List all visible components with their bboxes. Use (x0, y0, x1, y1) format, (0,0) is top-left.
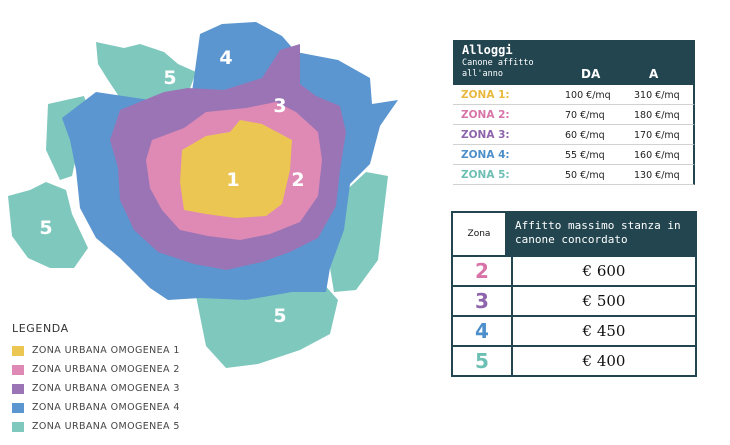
max-room-rent: € 450 (582, 322, 626, 340)
zone-number: 4 (453, 317, 513, 345)
rent-to: 180 €/mq (634, 110, 680, 121)
rent-from: 60 €/mq (565, 130, 605, 141)
zone-5-area-south (196, 282, 338, 368)
zone-label: ZONA 5: (461, 169, 510, 181)
max-room-rent: € 500 (582, 292, 626, 310)
table-row: ZONA 1: 100 €/mq 310 €/mq (453, 85, 695, 105)
housing-table-header: Alloggi Canone affitto all'anno DA A (453, 40, 695, 85)
room-table-header: Zona Affitto massimo stanza in canone co… (451, 211, 697, 257)
room-table-title: Affitto massimo stanza in canone concord… (507, 211, 697, 257)
zone-1-label: 1 (226, 169, 239, 191)
table-row: ZONA 2: 70 €/mq 180 €/mq (453, 105, 695, 125)
legend-label: ZONA URBANA OMOGENEA 4 (32, 402, 180, 413)
zone-2-label: 2 (291, 169, 304, 191)
table-row: ZONA 5: 50 €/mq 130 €/mq (453, 165, 695, 185)
zone-3-label: 3 (273, 95, 286, 117)
legend-swatch (12, 421, 24, 432)
max-room-rent: € 400 (582, 352, 626, 370)
zone-number: 5 (453, 347, 513, 375)
rent-from: 70 €/mq (565, 110, 605, 121)
rent-to: 130 €/mq (634, 170, 680, 181)
table-row: ZONA 4: 55 €/mq 160 €/mq (453, 145, 695, 165)
zone-label: ZONA 2: (461, 109, 510, 121)
zone-5-label-west: 5 (39, 217, 52, 239)
legend-title: LEGENDA (12, 322, 69, 335)
table-row: 5 € 400 (451, 347, 697, 377)
zone-label: ZONA 4: (461, 149, 510, 161)
legend-label: ZONA URBANA OMOGENEA 3 (32, 383, 180, 394)
rent-to: 310 €/mq (634, 90, 680, 101)
column-header-from: DA (581, 67, 601, 81)
zone-1-area (180, 120, 292, 218)
map-legend: LEGENDA ZONA URBANA OMOGENEA 1 ZONA URBA… (12, 322, 180, 436)
zone-number: 3 (453, 287, 513, 315)
zone-5-area-north (96, 42, 196, 102)
legend-swatch (12, 402, 24, 413)
housing-table-subtitle: Canone affitto all'anno (462, 58, 534, 79)
legend-label: ZONA URBANA OMOGENEA 5 (32, 421, 180, 432)
legend-item-zone-1: ZONA URBANA OMOGENEA 1 (12, 341, 180, 360)
legend-item-zone-2: ZONA URBANA OMOGENEA 2 (12, 360, 180, 379)
zone-map: 1 2 3 4 5 5 5 (8, 22, 398, 368)
zone-5-label-south: 5 (273, 305, 286, 327)
legend-item-zone-4: ZONA URBANA OMOGENEA 4 (12, 398, 180, 417)
legend-item-zone-3: ZONA URBANA OMOGENEA 3 (12, 379, 180, 398)
rent-to: 160 €/mq (634, 150, 680, 161)
legend-swatch (12, 383, 24, 394)
zone-5-label-north: 5 (163, 67, 176, 89)
legend-label: ZONA URBANA OMOGENEA 1 (32, 345, 180, 356)
housing-rent-table: Alloggi Canone affitto all'anno DA A ZON… (453, 40, 695, 185)
column-header-to: A (649, 67, 659, 81)
rent-to: 170 €/mq (634, 130, 680, 141)
column-header-zone: Zona (451, 211, 507, 257)
table-row: 3 € 500 (451, 287, 697, 317)
legend-label: ZONA URBANA OMOGENEA 2 (32, 364, 180, 375)
legend-swatch (12, 364, 24, 375)
table-row: 2 € 600 (451, 257, 697, 287)
housing-table-title: Alloggi (462, 43, 513, 57)
rent-from: 100 €/mq (565, 90, 611, 101)
room-rent-table: Zona Affitto massimo stanza in canone co… (451, 211, 697, 377)
zone-4-label: 4 (219, 47, 232, 69)
legend-swatch (12, 345, 24, 356)
rent-from: 55 €/mq (565, 150, 605, 161)
max-room-rent: € 600 (582, 262, 626, 280)
zone-number: 2 (453, 257, 513, 285)
table-row: 4 € 450 (451, 317, 697, 347)
rent-from: 50 €/mq (565, 170, 605, 181)
zone-5-area-west (8, 182, 88, 268)
legend-item-zone-5: ZONA URBANA OMOGENEA 5 (12, 417, 180, 436)
table-row: ZONA 3: 60 €/mq 170 €/mq (453, 125, 695, 145)
zone-label: ZONA 1: (461, 89, 510, 101)
zone-label: ZONA 3: (461, 129, 510, 141)
